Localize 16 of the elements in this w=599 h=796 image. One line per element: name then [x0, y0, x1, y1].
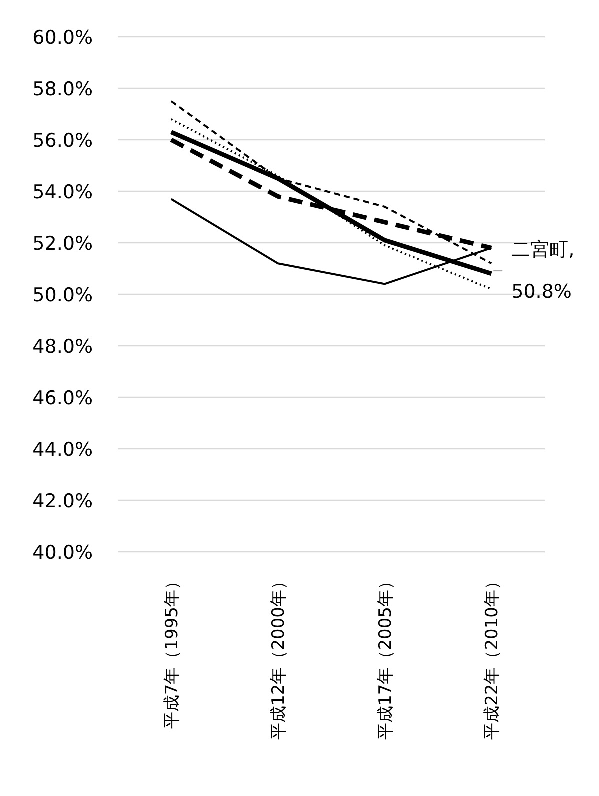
y-tick-label: 58.0% — [32, 78, 93, 100]
x-tick-label: 平成17年（2005年） — [376, 573, 396, 740]
y-tick-label: 44.0% — [32, 439, 93, 461]
y-tick-label: 52.0% — [32, 233, 93, 255]
y-tick-label: 56.0% — [32, 130, 93, 152]
y-tick-label: 60.0% — [32, 27, 93, 49]
y-tick-label: 46.0% — [32, 388, 93, 410]
x-tick-label: 平成12年（2000年） — [269, 573, 290, 740]
y-tick-label: 42.0% — [32, 490, 93, 512]
x-tick-label: 平成7年（1995年） — [162, 573, 182, 730]
y-tick-label: 54.0% — [32, 182, 93, 204]
x-tick-label: 平成22年（2010年） — [482, 573, 503, 740]
y-tick-label: 40.0% — [32, 542, 93, 564]
data-label: 二宮町, 50.8% — [512, 238, 575, 303]
y-tick-label: 50.0% — [32, 284, 93, 306]
y-tick-label: 48.0% — [32, 336, 93, 358]
